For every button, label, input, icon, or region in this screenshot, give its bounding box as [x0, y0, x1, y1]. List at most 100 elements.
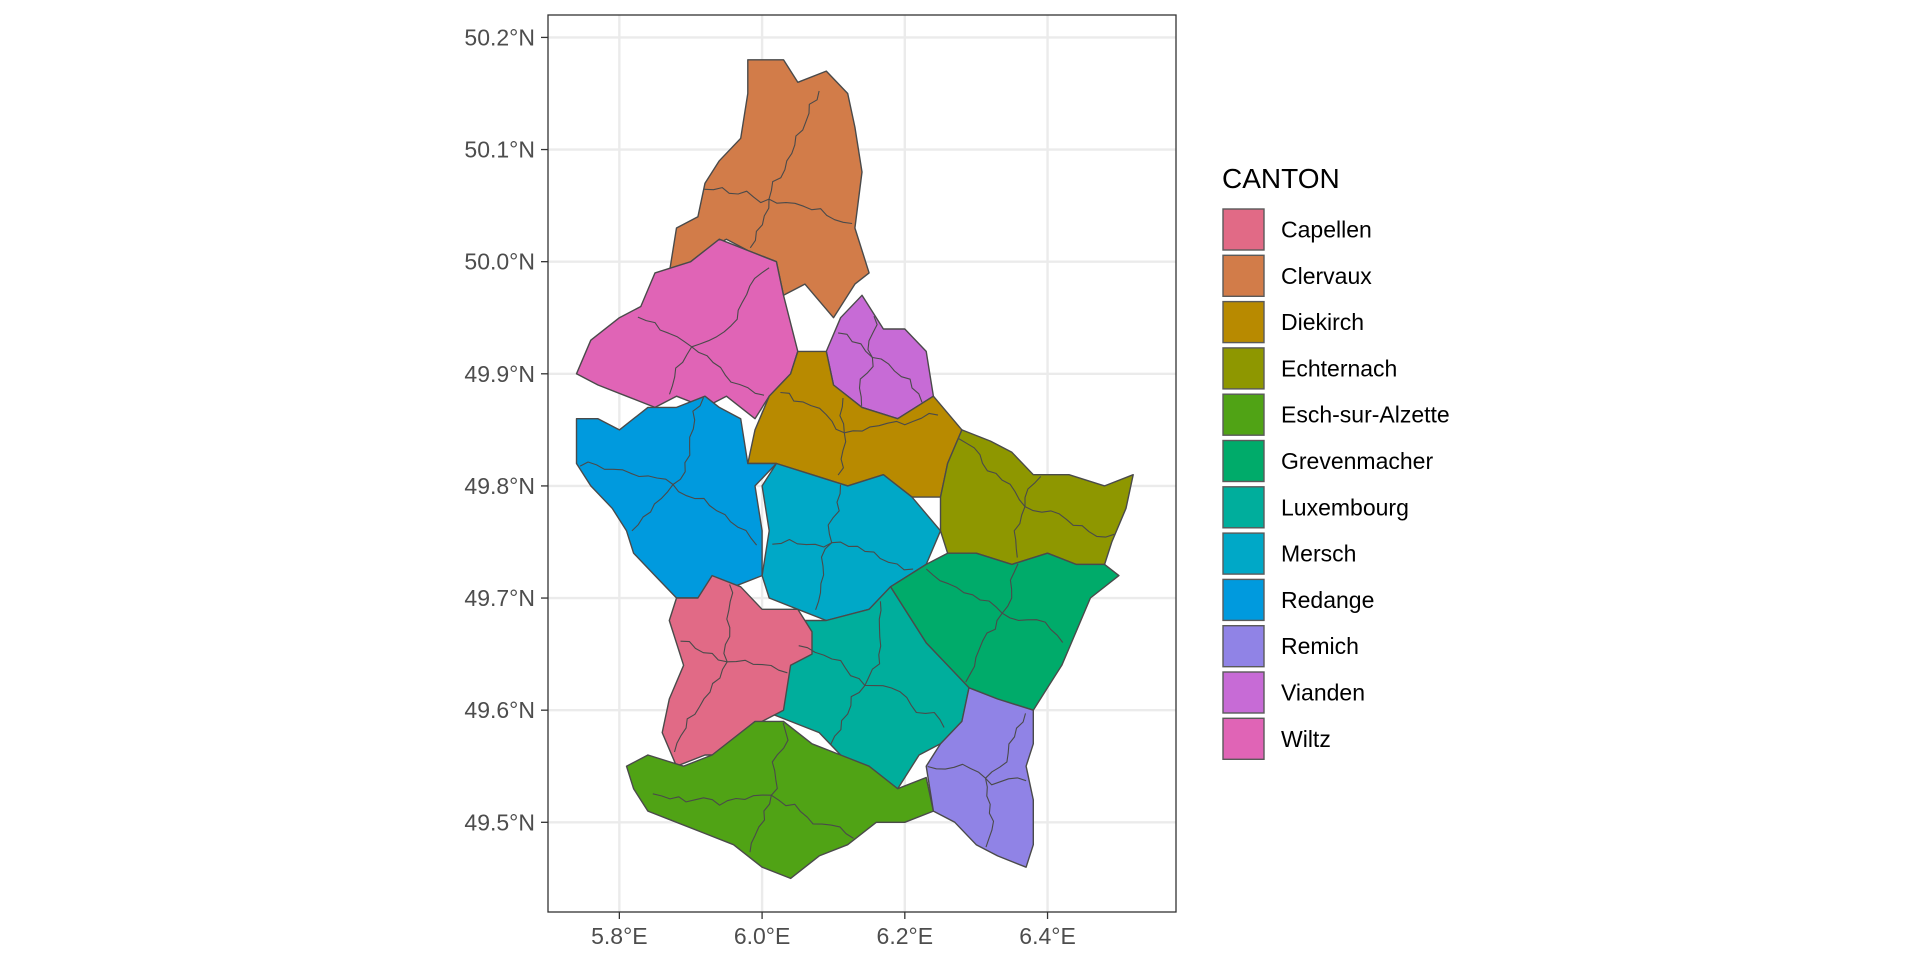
legend-key [1222, 254, 1265, 298]
commune-border [780, 391, 845, 434]
commune-border [770, 722, 789, 796]
panel-border [547, 14, 1177, 913]
x-tick-label: 6.2°E [877, 923, 934, 949]
commune-border [768, 90, 820, 200]
y-tick-label: 50.0°N [464, 249, 535, 275]
y-tick-label: 49.5°N [464, 809, 535, 835]
commune-border [691, 346, 765, 396]
commune-border [637, 316, 693, 348]
legend-label: Remich [1281, 633, 1359, 659]
commune-border [1024, 476, 1042, 507]
commune-border [858, 357, 874, 406]
commune-border [768, 198, 853, 225]
y-tick-label: 49.9°N [464, 361, 535, 387]
legend-key [1222, 208, 1265, 251]
legend-entry-clervaux: Clervaux [1222, 254, 1372, 298]
legend-key [1222, 486, 1265, 529]
commune-border [827, 484, 842, 543]
commune-border [680, 640, 728, 663]
commune-border [1024, 506, 1115, 538]
map-panel [547, 14, 1177, 913]
x-tick-label: 6.4°E [1019, 923, 1076, 949]
legend-entry-grevenmacher: Grevenmacher [1222, 439, 1433, 483]
commune-border [798, 645, 866, 686]
y-tick-label: 49.7°N [464, 585, 535, 611]
commune-border [727, 659, 788, 674]
legend-entry-mersch: Mersch [1222, 532, 1356, 575]
commune-border [772, 538, 832, 548]
legend-entry-echternach: Echternach [1222, 347, 1397, 390]
legend-entries: Capellen Clervaux Diekirch Echternach Esch-s… [1222, 208, 1450, 760]
legend-key [1222, 347, 1265, 390]
commune-border [872, 356, 923, 403]
legend-entry-redange: Redange [1222, 578, 1374, 622]
commune-border [844, 412, 939, 434]
legend-label: Redange [1281, 587, 1374, 613]
legend-key [1222, 578, 1265, 622]
canton-remich[interactable] [925, 687, 1034, 868]
commune-border [668, 346, 693, 395]
commune-border [831, 541, 914, 571]
commune-border [673, 661, 728, 753]
commune-border [864, 601, 882, 686]
legend-entry-esch-sur-alzette: Esch-sur-Alzette [1222, 393, 1450, 436]
y-tick-label: 49.6°N [464, 697, 535, 723]
commune-border [1001, 563, 1019, 614]
commune-border [958, 438, 1026, 507]
commune-border [691, 267, 770, 348]
commune-border [830, 685, 866, 745]
commune-border [927, 763, 986, 779]
commune-border [837, 432, 847, 476]
axes: 50.2°N 50.1°N 50.0°N 49.9°N 49.8°N 49.7°N 49.6… [464, 24, 1075, 949]
legend-entry-luxembourg: Luxembourg [1222, 486, 1409, 529]
commune-borders [579, 90, 1115, 853]
commune-border [770, 794, 854, 839]
legend-label: Clervaux [1281, 263, 1372, 289]
legend-label: Mersch [1281, 541, 1356, 567]
legend-entry-diekirch: Diekirch [1222, 300, 1364, 344]
legend-label: Esch-sur-Alzette [1281, 402, 1450, 428]
legend-key [1222, 717, 1265, 760]
x-tick-label: 5.8°E [591, 923, 648, 949]
commune-border [631, 484, 674, 532]
commune-border [838, 332, 873, 358]
commune-border [579, 461, 674, 485]
commune-border [985, 713, 1027, 779]
canton-esch-sur-alzette[interactable] [625, 720, 935, 880]
commune-border [749, 795, 772, 853]
legend-entry-vianden: Vianden [1222, 671, 1365, 714]
commune-border [723, 584, 734, 663]
legend-label: Vianden [1281, 680, 1365, 706]
legend: CANTON Capellen Clervaux Diekirch Echternac… [1222, 163, 1450, 760]
legend-key [1222, 393, 1265, 436]
x-tick-label: 6.0°E [734, 923, 791, 949]
legend-label: Grevenmacher [1281, 448, 1433, 474]
canton-capellen[interactable] [661, 574, 813, 767]
canton-redange[interactable] [575, 395, 778, 599]
legend-label: Capellen [1281, 217, 1372, 243]
commune-border [672, 397, 705, 485]
commune-border [704, 187, 770, 204]
commune-border [965, 612, 1003, 683]
y-tick-label: 49.8°N [464, 473, 535, 499]
commune-border [984, 778, 995, 848]
legend-key [1222, 439, 1265, 483]
commune-border [1013, 506, 1026, 558]
commune-border [864, 684, 945, 728]
commune-border [925, 568, 1003, 614]
commune-border [1001, 612, 1064, 643]
legend-label: Wiltz [1281, 726, 1331, 752]
legend-key [1222, 625, 1265, 668]
legend-title: CANTON [1222, 163, 1340, 194]
canton-regions[interactable] [575, 59, 1134, 880]
canton-mersch[interactable] [761, 462, 942, 622]
legend-label: Diekirch [1281, 309, 1364, 335]
commune-border [985, 777, 1027, 786]
commune-border [652, 793, 772, 806]
legend-entry-remich: Remich [1222, 625, 1359, 668]
legend-label: Luxembourg [1281, 494, 1409, 520]
commune-border [815, 542, 833, 610]
legend-key [1222, 300, 1265, 344]
commune-border [672, 484, 758, 546]
